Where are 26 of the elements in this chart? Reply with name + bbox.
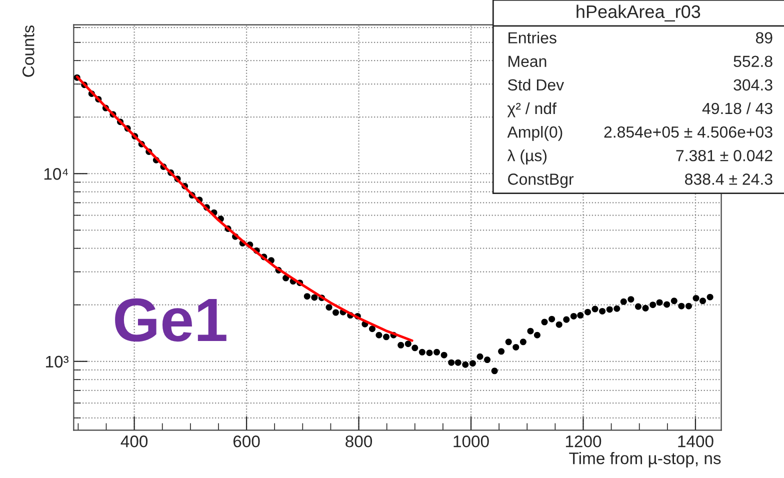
- y-tick-label: 10³: [46, 356, 69, 368]
- x-tick-label: 600: [233, 436, 260, 448]
- annotation: χ² / ndf: [507, 102, 556, 118]
- annotation: λ (µs): [507, 150, 547, 164]
- annotation: 7.381 ± 0.042: [676, 150, 772, 162]
- annotation: ConstBgr: [508, 174, 574, 188]
- annotation: Mean: [508, 56, 546, 68]
- x-axis-title: Time from µ-stop, ns: [569, 452, 721, 468]
- y-axis-title: Counts: [22, 25, 34, 77]
- annotation: 2.854e+05 ± 4.506e+03: [604, 126, 772, 138]
- y-tick-label: 10⁴: [44, 168, 68, 180]
- text: 89: [756, 32, 772, 44]
- annotation: Std Dev: [508, 78, 564, 91]
- annotation: Ge1: [115, 298, 226, 342]
- x-tick-label: 1400: [678, 436, 714, 448]
- x-tick-label: 1000: [454, 436, 489, 448]
- annotation: Ampl(0): [507, 126, 562, 141]
- text: 304.3: [734, 79, 772, 91]
- text: hPeakArea_r03: [576, 4, 700, 22]
- annotation: 49.18 / 43: [702, 102, 772, 114]
- x-tick-label: 1200: [566, 436, 602, 448]
- annotation: 838.4 ± 24.3: [685, 174, 772, 185]
- x-tick-label: 800: [346, 436, 372, 448]
- text: 552.8: [734, 56, 772, 68]
- x-tick-label: 400: [120, 436, 148, 448]
- annotation: Entries: [508, 32, 556, 44]
